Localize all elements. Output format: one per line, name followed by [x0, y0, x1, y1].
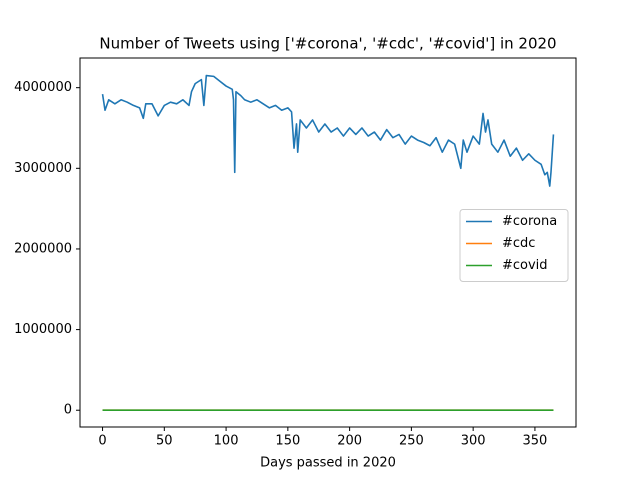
x-tick-label: 350 — [523, 434, 548, 449]
legend-label: #covid — [502, 258, 548, 273]
chart-title: Number of Tweets using ['#corona', '#cdc… — [99, 35, 556, 53]
y-tick-label: 0 — [64, 403, 72, 418]
data-line — [101, 74, 555, 187]
y-tick-label: 1000000 — [14, 322, 72, 337]
y-tick-label: 4000000 — [14, 80, 72, 95]
x-tick-label: 0 — [98, 434, 106, 449]
legend-label: #cdc — [502, 236, 535, 251]
x-tick-label: 300 — [461, 434, 486, 449]
x-axis-label: Days passed in 2020 — [260, 456, 396, 471]
x-tick-label: 200 — [337, 434, 362, 449]
x-tick-label: 250 — [399, 434, 424, 449]
x-tick-label: 150 — [275, 434, 300, 449]
x-tick-label: 100 — [214, 434, 239, 449]
legend-box — [459, 209, 569, 282]
x-tick-label: 50 — [156, 434, 173, 449]
plot-frame — [79, 57, 577, 428]
legend-label: #corona — [502, 214, 557, 229]
y-tick-label: 2000000 — [14, 241, 72, 256]
y-tick-label: 3000000 — [14, 161, 72, 176]
